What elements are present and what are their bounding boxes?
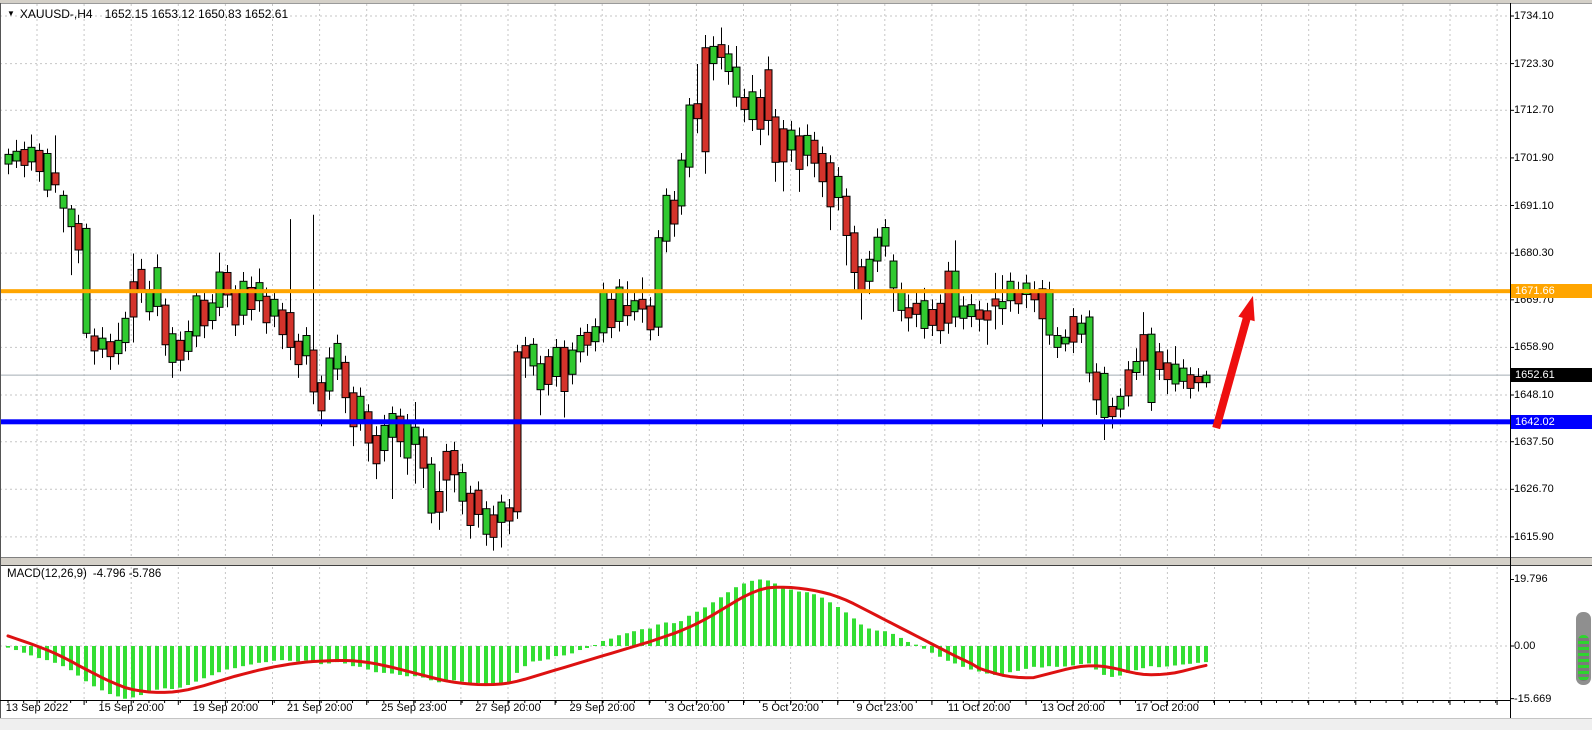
price-axis-label: 1658.90 [1514,341,1554,354]
resistance-line[interactable] [0,289,1592,294]
chart-ohlc-quote: 1652.15 1653.12 1650.83 1652.61 [104,7,289,21]
macd-axis-label: 0.00 [1514,640,1536,652]
chart-symbol-period: XAUUSD-,H4 [19,7,93,21]
price-axis-label: 1712.70 [1514,104,1554,117]
macd-values: -4.796 -5.786 [92,568,162,580]
time-axis-label: 19 Sep 20:00 [192,702,259,714]
price-axis-label: 1626.70 [1514,483,1554,496]
time-axis-label: 13 Oct 20:00 [1041,702,1105,714]
time-axis-label: 5 Oct 20:00 [762,702,820,714]
symbol-dropdown-icon[interactable]: ▼ [7,9,15,18]
window-bottom-edge [0,718,1592,730]
candlestick-series [4,27,1211,551]
time-axis-label: 25 Sep 23:00 [381,702,447,714]
macd-axis-label: -15.669 [1514,692,1552,705]
scrollbar-thumb[interactable] [1576,612,1591,685]
resistance-price-tag: 1671.66 [1511,284,1592,299]
price-axis-label: 1734.10 [1514,10,1554,22]
price-axis-label: 1723.30 [1514,57,1554,70]
price-axis-label: 1615.90 [1514,530,1554,543]
chart-title: ▼ XAUUSD-,H4 1652.15 1653.12 1650.83 1652.… [7,7,288,21]
pane-separator[interactable] [0,558,1592,565]
price-axis-label: 1648.10 [1514,389,1554,401]
time-axis-label: 21 Sep 20:00 [286,702,353,714]
time-axis-label: 13 Sep 2022 [5,702,69,714]
price-axis-label: 1637.50 [1514,435,1554,448]
macd-signal-line [6,585,1208,694]
time-axis-label: 15 Sep 20:00 [98,702,164,714]
support-price-tag: 1642.02 [1511,414,1592,429]
scrollbar-stripes [1578,635,1589,681]
pane-separator-top [0,557,1592,558]
time-axis-label: 11 Oct 20:00 [947,702,1011,714]
current-price-tag: 1652.61 [1511,368,1592,383]
macd-label: MACD(12,26,9) [7,568,87,580]
time-axis-label: 17 Oct 20:00 [1135,702,1199,714]
time-axis-label: 3 Oct 20:00 [667,702,725,714]
time-axis-label: 29 Sep 20:00 [569,702,635,714]
support-line[interactable] [0,419,1592,425]
macd-indicator-label: MACD(12,26,9) -4.796 -5.786 [7,568,161,580]
time-axis-label: 27 Sep 20:00 [475,702,541,714]
price-axis-label: 1691.10 [1514,199,1554,212]
macd-histogram [6,579,1208,699]
trend-arrow[interactable] [1212,295,1255,430]
grid-lines [0,4,1510,699]
window-top-edge [0,0,1592,4]
price-axis-label: 1680.30 [1514,247,1554,260]
macd-axis-label: 19.796 [1514,573,1548,586]
price-axis-label: 1701.90 [1514,151,1554,164]
axis-tick-marks [7,15,1514,705]
time-axis-label: 9 Oct 23:00 [856,702,914,714]
